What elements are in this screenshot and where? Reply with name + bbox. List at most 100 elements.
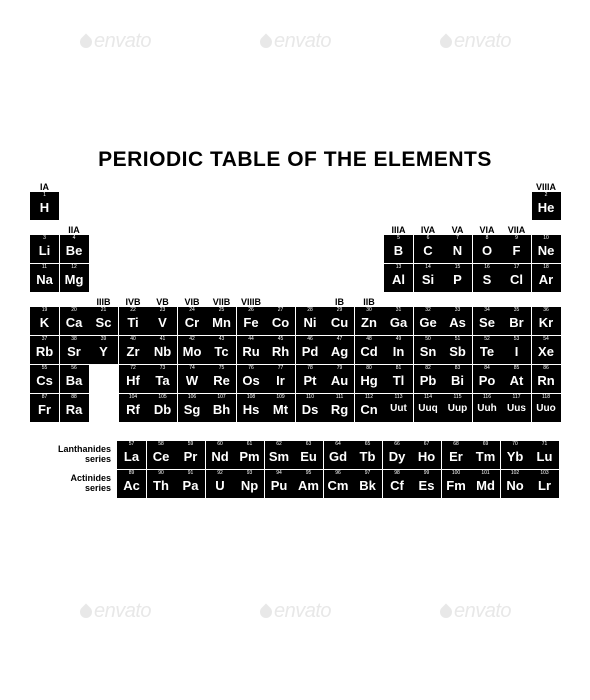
element-cell-sr: 38Sr [60,336,89,364]
element-cell-au: 79Au [325,365,354,393]
element-symbol: Uut [390,404,407,414]
element-cell-s: 16S [473,264,502,292]
atomic-number: 96 [324,471,353,476]
atomic-number: 77 [266,366,295,371]
element-symbol: C [423,244,432,257]
empty-cell [89,264,118,292]
group-header: VIA [473,221,502,235]
empty-cell [60,192,89,220]
atomic-number: 117 [502,395,531,400]
atomic-number: 2 [532,193,561,198]
atomic-number: 3 [30,236,59,241]
element-symbol: Ne [538,244,555,257]
element-cell-p: 15P [443,264,472,292]
element-symbol: Uus [507,404,526,414]
element-cell-ce: 58Ce [147,441,176,469]
element-cell-al: 13Al [384,264,413,292]
empty-cell [207,264,236,292]
element-cell-sc: 21Sc [89,307,118,335]
atomic-number: 67 [412,442,441,447]
atomic-number: 83 [443,366,472,371]
element-symbol: Ta [155,374,169,387]
element-cell-v: 23V [148,307,177,335]
element-cell-li: 3Li [30,235,59,263]
element-cell-na: 11Na [30,264,59,292]
element-symbol: Tl [393,374,405,387]
element-cell-yb: 70Yb [501,441,530,469]
element-cell-uut: 113Uut [384,394,413,422]
atomic-number: 61 [235,442,264,447]
atomic-number: 114 [414,395,443,400]
element-symbol: Ho [418,450,435,463]
watermark: envato [80,30,151,53]
element-cell-ag: 47Ag [325,336,354,364]
element-symbol: Cf [390,479,404,492]
element-symbol: Pu [271,479,288,492]
element-cell-cn: 112Cn [355,394,384,422]
element-cell-tb: 65Tb [353,441,382,469]
empty-cell [89,235,118,263]
atomic-number: 82 [414,366,443,371]
element-cell-cl: 17Cl [502,264,531,292]
element-cell-co: 27Co [266,307,295,335]
element-symbol: Bi [451,374,464,387]
element-cell-hs: 108Hs [237,394,266,422]
group-header: IB [325,293,354,307]
element-symbol: Tm [476,450,496,463]
element-cell-mn: 25Mn [207,307,236,335]
element-symbol: Si [422,273,434,286]
element-cell-pd: 46Pd [296,336,325,364]
element-symbol: Te [480,345,494,358]
element-cell-cm: 96Cm [324,470,353,498]
atomic-number: 60 [206,442,235,447]
element-cell-fr: 87Fr [30,394,59,422]
empty-cell [414,192,443,220]
element-symbol: Nd [211,450,228,463]
atomic-number: 116 [473,395,502,400]
element-cell-h: 1H [30,192,59,220]
atomic-number: 100 [442,471,471,476]
element-symbol: Na [36,273,53,286]
group-header: VIIB [207,293,236,307]
element-symbol: Ba [66,374,83,387]
atomic-number: 93 [235,471,264,476]
atomic-number: 42 [178,337,207,342]
atomic-number: 55 [30,366,59,371]
atomic-number: 64 [324,442,353,447]
empty-cell [325,264,354,292]
atomic-number: 26 [237,308,266,313]
element-cell-hf: 72Hf [119,365,148,393]
atomic-number: 105 [148,395,177,400]
element-cell-tm: 69Tm [471,441,500,469]
atomic-number: 103 [530,471,559,476]
actinides-label: Actinidesseries [30,474,117,494]
element-symbol: Rh [272,345,289,358]
atomic-number: 8 [473,236,502,241]
element-cell-c: 6C [414,235,443,263]
element-cell-se: 34Se [473,307,502,335]
element-cell-cs: 55Cs [30,365,59,393]
element-cell-uup: 115Uup [443,394,472,422]
atomic-number: 47 [325,337,354,342]
atomic-number: 68 [442,442,471,447]
watermark: envato [260,600,331,623]
element-symbol: In [393,345,405,358]
element-cell-ho: 67 Ho [412,441,441,469]
element-cell-hg: 80Hg [355,365,384,393]
element-symbol: Ti [127,316,138,329]
element-cell-pm: 61Pm [235,441,264,469]
element-symbol: Y [99,345,108,358]
element-symbol: Rn [537,374,554,387]
element-cell-os: 76Os [237,365,266,393]
empty-cell [89,394,118,422]
empty-cell [266,235,295,263]
atomic-number: 74 [178,366,207,371]
element-cell-f: 9F [502,235,531,263]
atomic-number: 5 [384,236,413,241]
element-symbol: Sb [449,345,466,358]
element-cell-th: 90Th [147,470,176,498]
element-symbol: Mo [183,345,202,358]
atomic-number: 102 [501,471,530,476]
group-header: IIB [355,293,384,307]
element-symbol: Mt [273,403,288,416]
